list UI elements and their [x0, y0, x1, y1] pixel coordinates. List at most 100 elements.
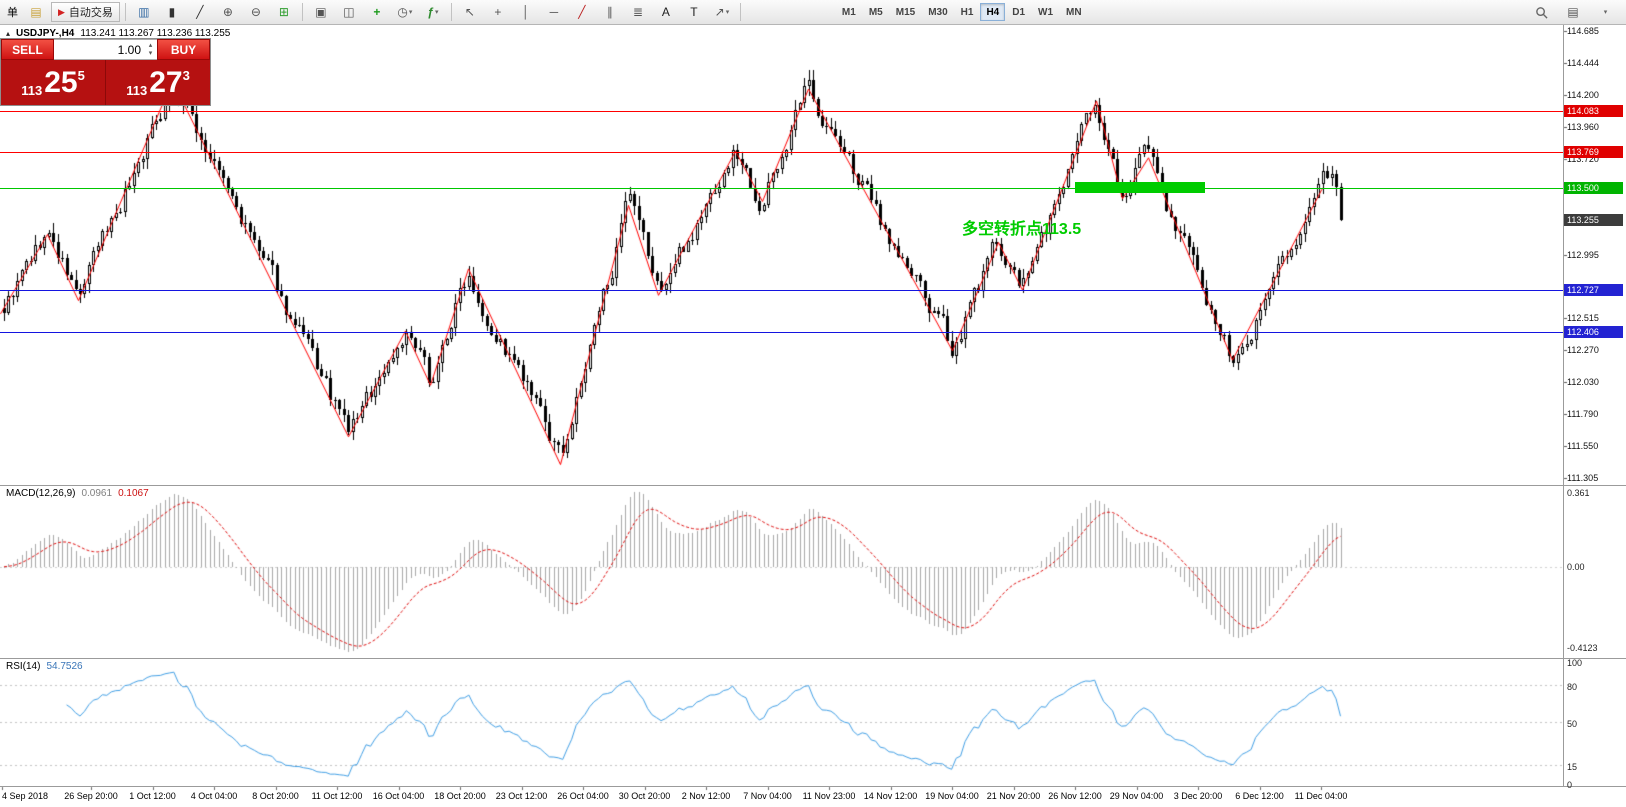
symbol-marker-icon: ▴: [6, 29, 11, 38]
panel-separator[interactable]: [0, 658, 1626, 659]
rsi-value: 54.7526: [46, 661, 83, 672]
autotrading-play-icon: ▶: [58, 6, 65, 17]
price-tag: 112.727: [1564, 283, 1623, 296]
tf-m30-button[interactable]: M30: [922, 3, 953, 21]
tf-h1-button[interactable]: H1: [955, 3, 980, 21]
sell-button[interactable]: SELL: [1, 39, 54, 60]
price-tag: 114.083: [1564, 104, 1623, 117]
volume-value[interactable]: 1.00: [117, 42, 141, 57]
horizontal-line[interactable]: [0, 290, 1563, 291]
price-tag: 112.406: [1564, 326, 1623, 339]
trade-panel-prices: 113 25 5 113 27 3: [1, 60, 210, 105]
highlight-bar[interactable]: [1075, 182, 1205, 193]
zoom-in-icon[interactable]: ⊕: [222, 5, 233, 19]
new-chart-icon[interactable]: +: [373, 5, 381, 19]
rsi-name: RSI(14): [6, 661, 41, 672]
horizontal-line[interactable]: [0, 152, 1563, 153]
date-axis-label: 7 Nov 04:00: [743, 791, 792, 801]
menu-truncated-label[interactable]: 单: [7, 7, 18, 19]
symbol-header: ▴ USDJPY-,H4 113.241 113.267 113.236 113…: [6, 28, 230, 39]
price-tag: 113.769: [1564, 146, 1623, 159]
rsi-scale-label: 15: [1567, 761, 1578, 772]
panel-separator: [0, 786, 1626, 787]
date-axis-label: 18 Oct 20:00: [434, 791, 486, 801]
panel-separator[interactable]: [0, 485, 1626, 486]
autotrading-button[interactable]: ▶ 自动交易: [51, 2, 120, 22]
one-click-trading-panel: SELL 1.00 ▴ ▾ BUY 113 25 5 113 27 3: [0, 38, 211, 106]
toolbar-separator: [739, 3, 741, 21]
toolbar: 单 ▤ ▶ 自动交易 ▥ ▮ ╱ ⊕ ⊖ ⊞ ▣ ◫ + ◷ ▾ ƒ ▾ ↖ + │…: [0, 0, 1626, 25]
tf-m15-button[interactable]: M15: [890, 3, 921, 21]
arrange-windows-icon[interactable]: ◫: [343, 5, 355, 19]
spin-up-icon[interactable]: ▴: [148, 41, 153, 49]
sell-price[interactable]: 113 25 5: [1, 60, 105, 105]
date-axis-label: 26 Oct 04:00: [557, 791, 609, 801]
spin-down-icon[interactable]: ▾: [148, 49, 153, 57]
indicators-icon[interactable]: ƒ ▾: [427, 5, 439, 19]
date-axis-label: 11 Dec 04:00: [1294, 791, 1348, 801]
vertical-line-icon[interactable]: │: [522, 5, 530, 19]
date-axis-label: 26 Nov 12:00: [1048, 791, 1102, 801]
line-chart-icon[interactable]: ╱: [196, 5, 204, 19]
arrows-icon[interactable]: ↗ ▾: [714, 5, 730, 19]
macd-scale-label: -0.4123: [1567, 643, 1598, 653]
date-axis-label: 23 Oct 12:00: [495, 791, 548, 801]
zoom-out-icon[interactable]: ⊖: [250, 5, 261, 19]
crosshair-icon[interactable]: +: [494, 5, 502, 19]
macd-main-value: 0.0961: [81, 488, 113, 499]
horizontal-line-icon[interactable]: ─: [549, 5, 559, 19]
date-axis-label: 6 Dec 12:00: [1235, 791, 1284, 801]
symbol-name: USDJPY-,H4: [16, 28, 75, 39]
annotation-text[interactable]: 多空转折点113.5: [962, 221, 1082, 238]
tile-windows-icon[interactable]: ⊞: [278, 5, 289, 19]
tf-m5-button[interactable]: M5: [863, 3, 889, 21]
panels-icon[interactable]: ▤: [1567, 5, 1579, 19]
volume-control[interactable]: 1.00 ▴ ▾: [54, 39, 157, 60]
buy-price-sup: 3: [182, 68, 190, 83]
buy-price[interactable]: 113 27 3: [106, 60, 210, 105]
chevron-down-icon: ▾: [408, 9, 413, 16]
macd-scale-label: 0.00: [1567, 562, 1585, 572]
tf-m1-button[interactable]: M1: [836, 3, 862, 21]
tf-d1-button[interactable]: D1: [1006, 3, 1031, 21]
fibonacci-icon[interactable]: ≣: [632, 5, 643, 19]
new-order-icon[interactable]: ▤: [30, 5, 42, 19]
tf-w1-button[interactable]: W1: [1032, 3, 1059, 21]
candlestick-chart-icon[interactable]: ▮: [168, 5, 176, 19]
price-scale-label: 112.270: [1567, 345, 1599, 356]
sell-price-sup: 5: [77, 68, 85, 83]
cursor-icon[interactable]: ↖: [464, 5, 475, 19]
price-scale-border: [1563, 25, 1564, 786]
date-axis-label: 19 Nov 04:00: [925, 791, 979, 801]
price-tag: 113.500: [1564, 181, 1623, 194]
rsi-scale-label: 80: [1567, 682, 1578, 693]
buy-button[interactable]: BUY: [157, 39, 210, 60]
tf-mn-button[interactable]: MN: [1060, 3, 1088, 21]
search-icon[interactable]: [1528, 1, 1554, 23]
date-axis-label: 4 Sep 2018: [2, 791, 49, 801]
cascade-windows-icon[interactable]: ▣: [315, 5, 327, 19]
sell-price-big: 25: [44, 66, 78, 99]
price-scale-label: 111.550: [1567, 440, 1599, 451]
channel-icon[interactable]: ∥: [606, 5, 613, 19]
horizontal-line[interactable]: [0, 111, 1563, 112]
price-scale-label: 113.720: [1567, 153, 1599, 164]
clock-icon[interactable]: ◷ ▾: [397, 5, 413, 19]
more-icon[interactable]: ▾: [1592, 1, 1618, 23]
text-icon[interactable]: A: [661, 5, 670, 19]
tf-h4-button[interactable]: H4: [980, 3, 1006, 21]
timeframe-group: M1 M5 M15 M30 H1 H4 D1 W1 MN: [836, 3, 1088, 21]
trendline-icon[interactable]: ╱: [578, 5, 586, 19]
chevron-down-icon: ▾: [1603, 9, 1608, 16]
horizontal-line[interactable]: [0, 188, 1563, 189]
macd-scale-label: 0.361: [1567, 488, 1590, 498]
horizontal-line[interactable]: [0, 332, 1563, 333]
label-icon[interactable]: T: [690, 5, 698, 19]
volume-spinner[interactable]: ▴ ▾: [144, 42, 157, 58]
bar-chart-icon[interactable]: ▥: [138, 5, 150, 19]
trade-panel-controls: SELL 1.00 ▴ ▾ BUY: [1, 39, 210, 60]
price-tag: 113.255: [1564, 214, 1623, 227]
macd-signal-value: 0.1067: [118, 488, 149, 499]
